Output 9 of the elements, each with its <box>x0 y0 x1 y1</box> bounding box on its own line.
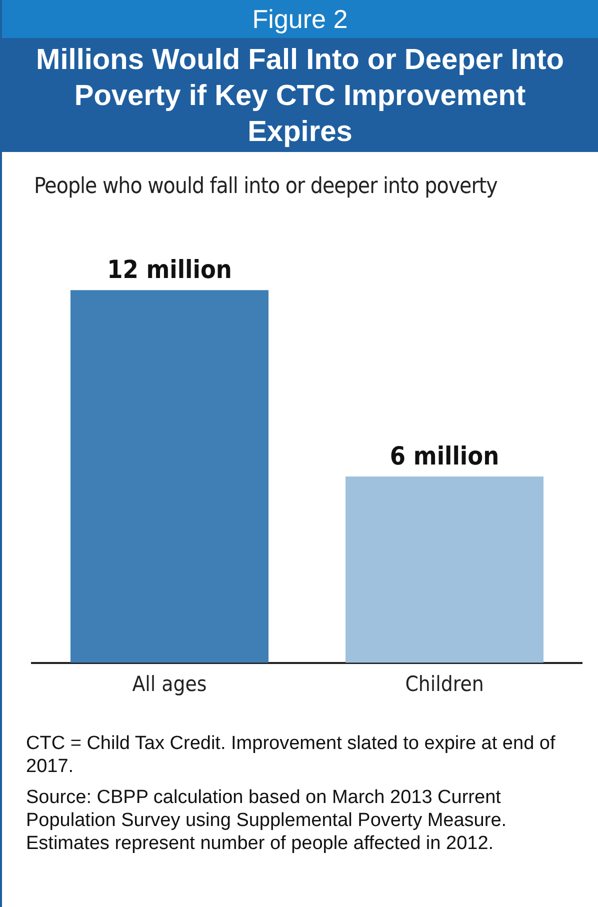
x-tick-label: All ages <box>132 672 207 696</box>
text: CTC = Child Tax Credit. Improvement slated to expire at end of 2017. <box>26 732 556 778</box>
data-label: 6 million <box>390 441 500 470</box>
chart-title: Millions Would Fall Into or Deeper Into Poverty if Key CTC Improvement Expires <box>2 38 598 152</box>
caption: Figure 2 <box>2 0 598 38</box>
source-note: Source: CBPP calculation based on March 2013 Current Population Survey using Supplemental Poverty Measure. Estimates represent number of people affected in 2012. <box>26 786 508 855</box>
chart-subtitle: People who would fall into or deeper into poverty <box>34 174 498 199</box>
data-label: 12 million <box>107 255 232 284</box>
x-tick-label: Children <box>405 672 484 696</box>
